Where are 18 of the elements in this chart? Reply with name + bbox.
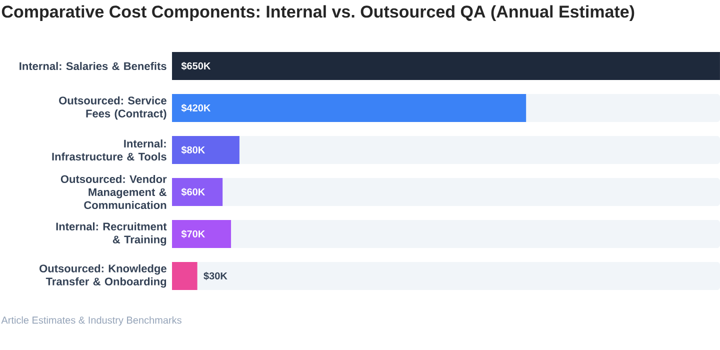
text: Article Estimates & Industry Benchmarks [1,316,182,326]
y-tick-label: Outsourced: Vendor Management & Communication [60,174,167,210]
data-label: $60K [181,188,206,196]
chart-title: Comparative Cost Components: Internal vs. Outsourced QA (Annual Estimate) [2,5,634,22]
bar [172,136,240,164]
data-label: $30K [204,272,228,280]
y-tick-label: Internal: Recruitment & Training [56,222,167,246]
y-tick-label: Internal: Infrastructure & Tools [52,139,166,161]
bar [172,262,198,290]
y-tick-label: Outsourced: Knowledge Transfer & Onboarding [40,264,166,288]
y-tick-label: Outsourced: Service Fees (Contract) [59,96,166,120]
data-label: $70K [181,230,206,238]
bar [172,220,232,248]
bar [172,178,223,206]
data-label: $420K [181,104,211,112]
data-label: $650K [181,62,211,70]
data-label: $80K [181,146,206,154]
y-tick-label: Internal: Salaries & Benefits [20,62,166,70]
